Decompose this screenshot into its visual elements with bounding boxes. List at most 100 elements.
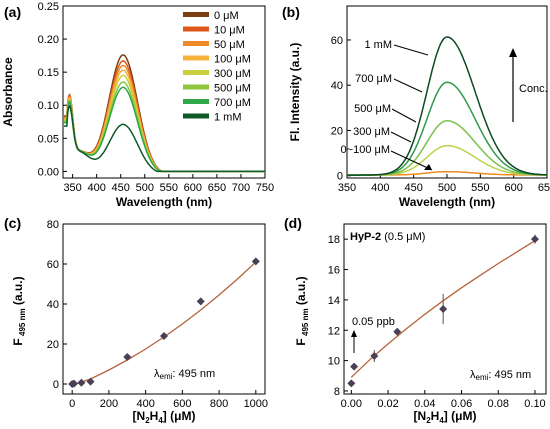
y-tick-label-a: 0.25 (38, 1, 59, 13)
y-tick-label-c: 60 (47, 259, 59, 271)
legend-swatch (183, 70, 209, 75)
fit-curve-c (71, 261, 257, 386)
annotation-0-100uM: 0~100 μM (341, 144, 390, 156)
y-tick-label-b: 40 (331, 80, 343, 92)
annotations-b: 1 mM 700 μM 500 μM 300 μM 0~100 μM Conc. (341, 39, 548, 171)
x-axis-label-d: [N2H4] (μM) (414, 409, 477, 425)
x-tick-label-b: 600 (504, 182, 522, 194)
legend-swatch (183, 113, 209, 119)
y-axis-label-c: F 495 nm (a.u.) (11, 276, 27, 345)
data-point (70, 379, 79, 388)
x-tick-label-c: 400 (136, 398, 154, 410)
legend-entry: 700 μM (214, 97, 251, 109)
x-axis-label-a: Wavelength (nm) (116, 195, 212, 209)
y-axis-label-d: F 495 nm (a.u.) (294, 276, 310, 345)
y-tick-label-c: 40 (47, 299, 59, 311)
panel-label-a: (a) (4, 4, 21, 20)
data-point (77, 378, 86, 387)
data-point (347, 379, 356, 388)
legend-entry: 500 μM (214, 83, 251, 95)
x-tick-label-c: 1000 (244, 398, 268, 410)
legend-swatch (183, 26, 209, 32)
title-d: HyP-2 (0.5 μM) (350, 231, 425, 243)
data-point (370, 352, 379, 361)
panel-b: (b) 350 400 450 500 550 600 650 0 20 40 60 1 mM 70… (282, 4, 550, 209)
x-tick-label-b: 650 (538, 182, 550, 194)
y-tick-label-d: 12 (328, 325, 340, 337)
annotation-0.05ppb: 0.05 ppb (352, 316, 395, 328)
y-tick-label-a: 0.20 (38, 34, 59, 46)
x-tick-label-d: 0.00 (341, 398, 362, 410)
y-tick-label-d: 16 (328, 265, 340, 277)
data-point (251, 257, 260, 266)
y-tick-label-d: 10 (328, 356, 340, 368)
y-tick-label-d: 14 (328, 295, 340, 307)
y-tick-label-c: 0 (53, 379, 59, 391)
ticks-c: 0 200 400 600 800 1000 0 20 40 60 80 (47, 219, 268, 410)
x-tick-label-c: 0 (69, 398, 75, 410)
x-tick-label-b: 500 (438, 182, 456, 194)
legend-a: 0 μM 10 μM 50 μM 100 μM 300 μM 500 μM 700 μM 1 … (183, 10, 251, 124)
legend-swatch (183, 41, 209, 46)
panel-label-c: (c) (4, 215, 21, 231)
panel-c: (c) 0 200 400 600 800 1000 0 20 40 60 80 λemi: 495… (4, 215, 268, 425)
panel-a: (a) 350 400 450 500 550 600 650 700 750 0.00 0.05 0… (1, 1, 274, 209)
annotation-1mM: 1 mM (365, 39, 393, 51)
lambda-note-c: λemi: 495 nm (154, 368, 215, 381)
legend-entry: 50 μM (214, 39, 245, 51)
y-tick-label-d: 8 (334, 386, 340, 398)
x-tick-label-d: 0.02 (377, 398, 398, 410)
data-point (196, 297, 205, 306)
legend-entry: 0 μM (214, 10, 239, 22)
y-tick-label-c: 80 (47, 219, 59, 231)
x-tick-label-b: 350 (338, 182, 356, 194)
lambda-note-d: λemi: 495 nm (470, 369, 531, 382)
x-tick-label-a: 750 (256, 182, 274, 194)
panel-label-d: (d) (284, 215, 302, 231)
x-axis-label-b: Wavelength (nm) (399, 195, 495, 209)
y-tick-label-a: 0.15 (38, 67, 59, 79)
legend-entry: 10 μM (214, 25, 245, 37)
y-tick-label-a: 0.05 (38, 133, 59, 145)
annotation-conc: Conc. (519, 83, 548, 95)
x-tick-label-a: 350 (63, 182, 81, 194)
data-point (86, 377, 95, 386)
x-tick-label-b: 400 (371, 182, 389, 194)
x-tick-label-a: 700 (232, 182, 250, 194)
annotation-700uM: 700 μM (355, 73, 392, 85)
x-tick-label-a: 550 (160, 182, 178, 194)
annotation-500uM: 500 μM (354, 103, 391, 115)
points-d (347, 234, 539, 388)
x-tick-label-b: 550 (471, 182, 489, 194)
y-tick-label-b: 60 (331, 35, 343, 47)
y-tick-label-b: 20 (331, 125, 343, 137)
y-tick-label-a: 0.00 (38, 166, 59, 178)
x-tick-label-c: 800 (210, 398, 228, 410)
annotation-300uM: 300 μM (353, 126, 390, 138)
x-axis-label-c: [N2H4] (μM) (133, 409, 196, 425)
x-tick-label-a: 600 (184, 182, 202, 194)
legend-entry: 300 μM (214, 68, 251, 80)
series-group-a (64, 54, 265, 173)
y-tick-label-a: 0.10 (38, 100, 59, 112)
legend-swatch (183, 55, 209, 61)
x-tick-label-d: 0.08 (488, 398, 509, 410)
x-tick-label-d: 0.04 (414, 398, 435, 410)
y-tick-label-c: 20 (47, 339, 59, 351)
fit-line (71, 261, 257, 386)
plot-frame-d (343, 223, 547, 395)
y-axis-label-a: Absorbance (1, 57, 15, 127)
ticks-b: 350 400 450 500 550 600 650 0 20 40 60 (331, 35, 550, 194)
plot-frame-a (62, 5, 266, 179)
series-line-7 (64, 104, 265, 173)
legend-swatch (183, 84, 209, 90)
points-c (68, 257, 260, 388)
data-point (160, 332, 168, 340)
x-tick-label-d: 0.06 (451, 398, 472, 410)
x-tick-label-c: 200 (100, 398, 118, 410)
plot-frame-c (62, 223, 266, 395)
legend-entry: 100 μM (214, 54, 251, 66)
legend-swatch (183, 12, 209, 17)
legend-swatch (183, 99, 209, 104)
